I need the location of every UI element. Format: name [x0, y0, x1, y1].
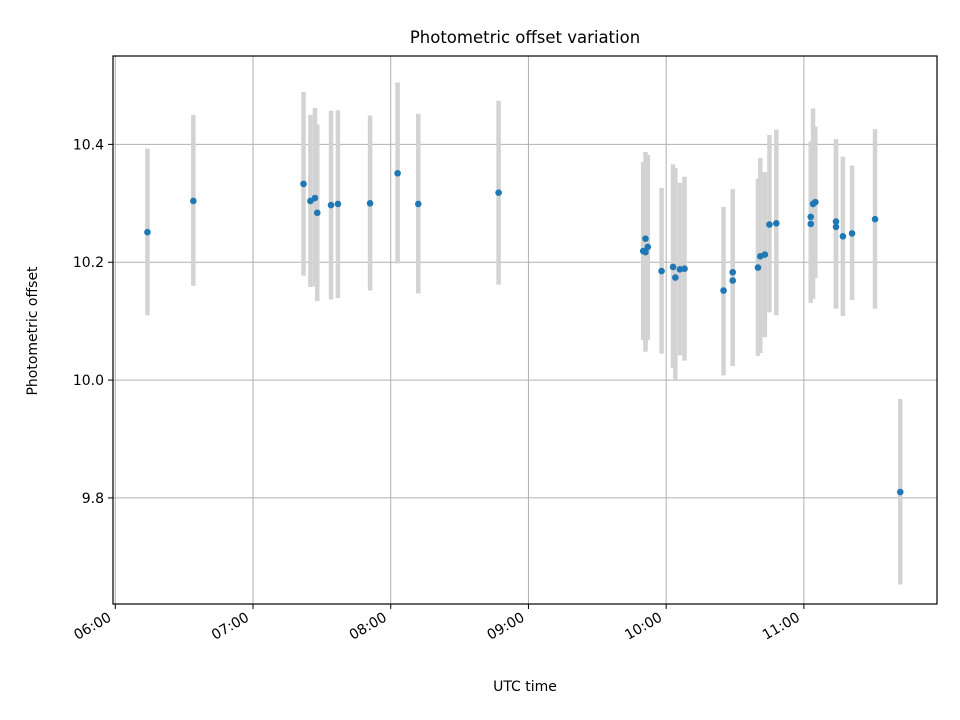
- grid: [113, 56, 937, 604]
- data-point: [366, 200, 374, 207]
- y-axis-label: Photometric offset: [25, 266, 41, 396]
- data-point: [754, 264, 762, 271]
- data-point: [144, 228, 151, 236]
- y-tick-label: 10.2: [73, 255, 104, 271]
- data-point: [394, 169, 401, 177]
- data-point: [766, 221, 773, 228]
- data-point: [300, 180, 307, 188]
- y-tick-label: 9.8: [82, 491, 104, 507]
- data-point: [313, 209, 321, 217]
- data-point: [761, 251, 769, 258]
- data-point: [871, 215, 879, 223]
- data-point: [672, 274, 679, 281]
- data-points: [144, 169, 904, 496]
- data-point: [729, 268, 737, 276]
- data-point: [729, 277, 737, 284]
- data-point: [812, 198, 819, 206]
- data-point: [644, 243, 652, 251]
- data-point: [669, 263, 677, 271]
- chart-title: Photometric offset variation: [410, 28, 640, 47]
- data-point: [414, 200, 422, 208]
- y-tick-label: 10.4: [73, 137, 104, 153]
- data-point: [642, 235, 649, 242]
- data-point: [807, 220, 815, 228]
- data-point: [832, 218, 840, 225]
- data-point: [681, 265, 688, 273]
- y-tick-label: 10.0: [73, 373, 104, 389]
- data-point: [720, 287, 727, 294]
- data-point: [896, 488, 904, 496]
- data-point: [848, 230, 856, 237]
- y-axis-ticks: 9.8 10.0 10.2 10.4: [73, 137, 113, 507]
- data-point: [832, 223, 840, 231]
- x-axis-label: UTC time: [493, 679, 557, 695]
- data-point: [642, 248, 649, 256]
- data-point: [658, 267, 665, 275]
- data-point: [334, 200, 342, 208]
- plot-area-frame: [112, 55, 938, 605]
- data-point: [807, 213, 815, 221]
- data-point: [773, 220, 780, 227]
- data-point: [327, 201, 335, 209]
- data-point: [311, 194, 319, 202]
- data-point: [839, 233, 847, 240]
- data-point: [495, 189, 502, 197]
- data-point: [190, 197, 197, 205]
